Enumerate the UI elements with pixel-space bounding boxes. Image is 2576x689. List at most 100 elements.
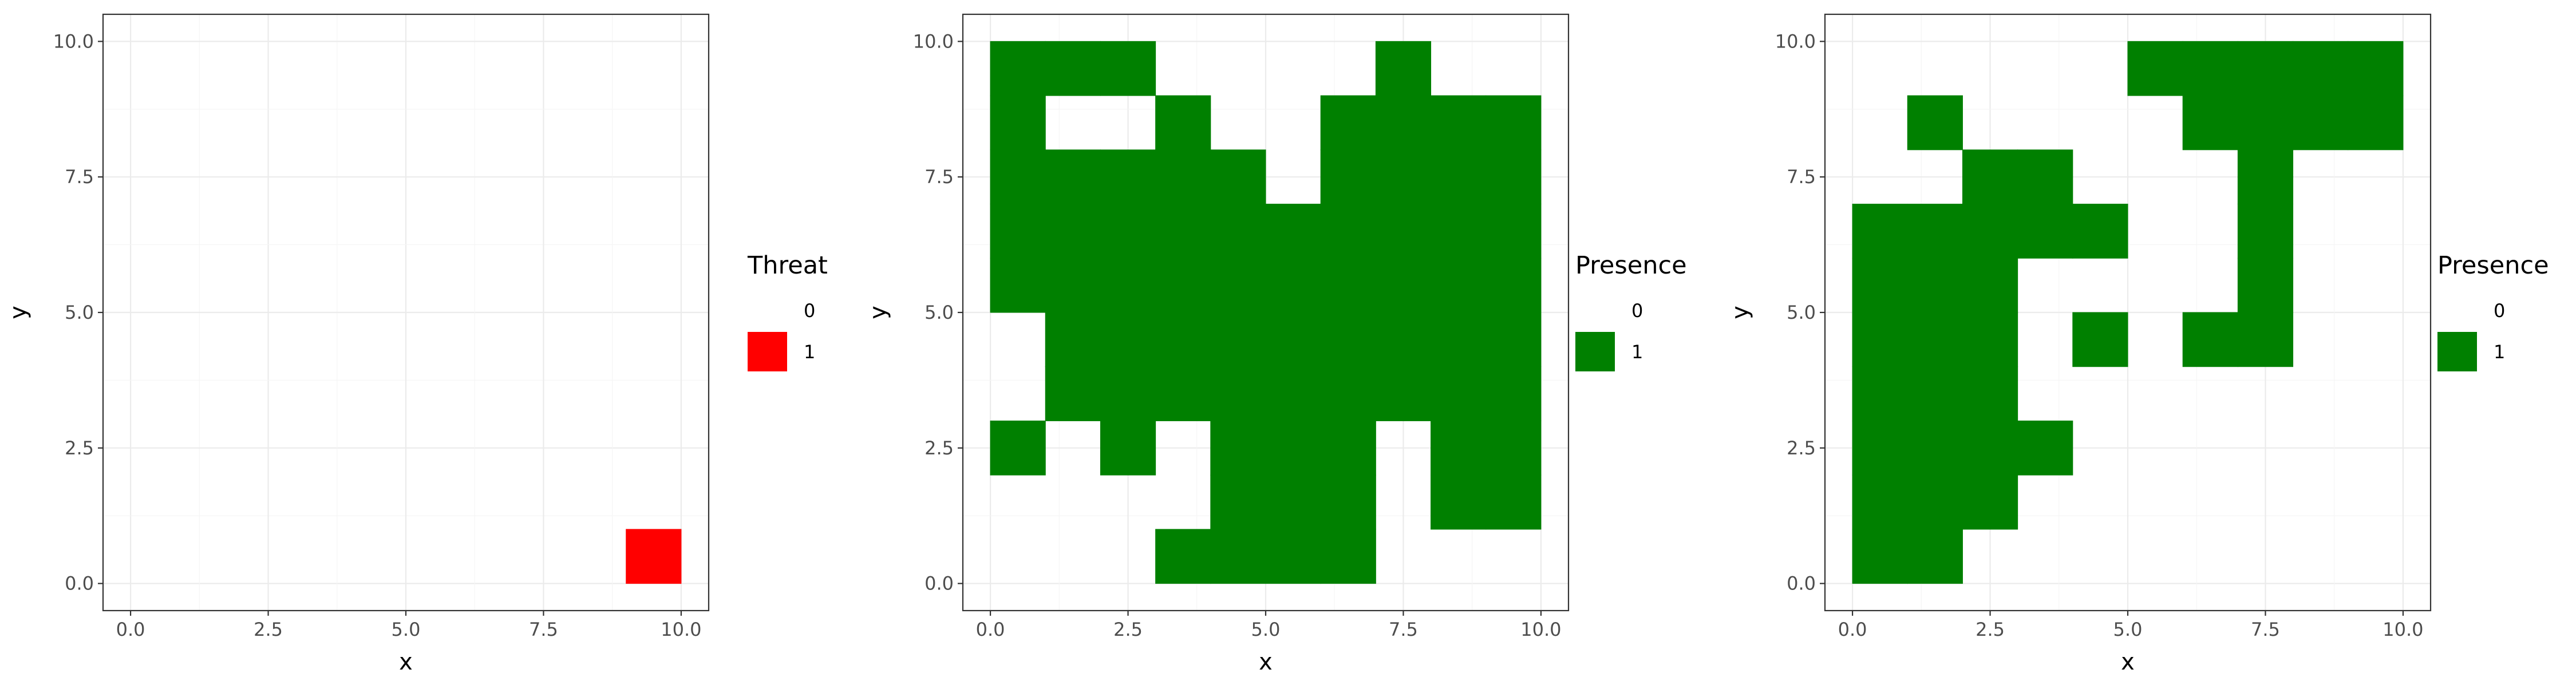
tile	[1485, 204, 1542, 259]
tile	[990, 41, 1046, 96]
legend-key-0	[748, 291, 787, 330]
legend-label-0: 0	[804, 300, 815, 322]
legend-label-1: 1	[2494, 341, 2505, 363]
legend-label-0: 0	[2494, 300, 2505, 322]
x-tick-label: 2.5	[254, 619, 283, 640]
tile	[1265, 474, 1321, 530]
x-tick-label: 0.0	[116, 619, 145, 640]
legend-title: Presence	[2437, 251, 2549, 280]
tile	[2182, 312, 2238, 367]
tile	[1852, 529, 1908, 584]
y-tick-label: 5.0	[924, 302, 954, 323]
x-tick-label: 2.5	[1113, 619, 1143, 640]
tile	[1485, 149, 1542, 205]
tile	[1045, 258, 1101, 313]
tile	[2072, 312, 2128, 367]
tile	[1265, 366, 1321, 421]
tile	[1485, 420, 1542, 476]
tile	[1962, 204, 2018, 259]
tile	[1431, 149, 1487, 205]
y-tick-label: 5.0	[65, 302, 94, 323]
tile	[2017, 149, 2073, 205]
tile	[1907, 420, 1963, 476]
x-tick-label: 5.0	[392, 619, 421, 640]
tile	[1155, 366, 1211, 421]
x-tick-label: 5.0	[2113, 619, 2143, 640]
tile	[1045, 149, 1101, 205]
legend: Presence 0 1	[1575, 251, 1687, 371]
tile	[1155, 312, 1211, 367]
tile	[1045, 41, 1101, 96]
tile	[2348, 95, 2404, 151]
tile	[1907, 258, 1963, 313]
y-tick-label: 0.0	[65, 573, 94, 595]
legend-title: Threat	[747, 251, 828, 280]
tile	[1320, 149, 1376, 205]
x-tick-label: 7.5	[529, 619, 558, 640]
tile	[2017, 420, 2073, 476]
tile	[990, 420, 1046, 476]
tile	[1485, 474, 1542, 530]
panel-2: 0.0 0.0 2.5 2.5 5.0 5.0 7.5 7.5 10.0 10.0 x y Presen…	[865, 13, 1687, 675]
tile	[1431, 258, 1487, 313]
y-tick-label: 7.5	[65, 166, 94, 188]
tile	[1265, 420, 1321, 476]
tile	[1265, 258, 1321, 313]
y-tick-label: 7.5	[1787, 166, 1816, 188]
tile	[1852, 204, 1908, 259]
y-tick-label: 0.0	[924, 573, 954, 595]
tile	[990, 149, 1046, 205]
tile	[1210, 204, 1266, 259]
x-tick-label: 10.0	[1520, 619, 1561, 640]
tile	[1431, 474, 1487, 530]
tile	[1210, 474, 1266, 530]
tile	[1375, 41, 1432, 96]
tile	[626, 529, 682, 584]
tile	[1320, 529, 1376, 584]
tile	[1852, 312, 1908, 367]
tile	[1907, 312, 1963, 367]
x-tick-label: 0.0	[1838, 619, 1867, 640]
tile	[1431, 312, 1487, 367]
tile	[1431, 366, 1487, 421]
tile	[990, 204, 1046, 259]
legend-label-1: 1	[804, 341, 815, 363]
tile	[1907, 529, 1963, 584]
tile	[1907, 204, 1963, 259]
tile	[1852, 366, 1908, 421]
tile	[1962, 258, 2018, 313]
tile	[1375, 204, 1432, 259]
tile	[2237, 258, 2294, 313]
panel-3: 0.0 0.0 2.5 2.5 5.0 5.0 7.5 7.5 10.0 10.0 x y Presen…	[1727, 13, 2549, 675]
y-tick-label: 10.0	[53, 30, 94, 52]
x-tick-label: 10.0	[661, 619, 701, 640]
legend-label-0: 0	[1631, 300, 1643, 322]
x-axis-label: x	[1259, 649, 1273, 675]
tile	[2293, 41, 2349, 96]
y-tick-label: 0.0	[1787, 573, 1816, 595]
tile	[2182, 41, 2238, 96]
tile	[2293, 95, 2349, 151]
tile	[2237, 95, 2294, 151]
x-axis-label: x	[399, 649, 413, 675]
tile	[1210, 312, 1266, 367]
legend: Presence 0 1	[2437, 251, 2549, 371]
y-tick-label: 2.5	[924, 437, 954, 459]
tile	[990, 258, 1046, 313]
x-axis-label: x	[2121, 649, 2135, 675]
tile	[1320, 95, 1376, 151]
y-tick-label: 10.0	[1775, 30, 1816, 52]
tile	[2237, 149, 2294, 205]
tile	[1210, 149, 1266, 205]
tile	[1045, 312, 1101, 367]
tile	[1265, 312, 1321, 367]
tile	[1431, 420, 1487, 476]
tile	[1320, 366, 1376, 421]
tile	[1962, 420, 2018, 476]
y-tick-label: 5.0	[1787, 302, 1816, 323]
tile	[1320, 474, 1376, 530]
tile	[2182, 95, 2238, 151]
legend-key-1	[2437, 332, 2477, 371]
